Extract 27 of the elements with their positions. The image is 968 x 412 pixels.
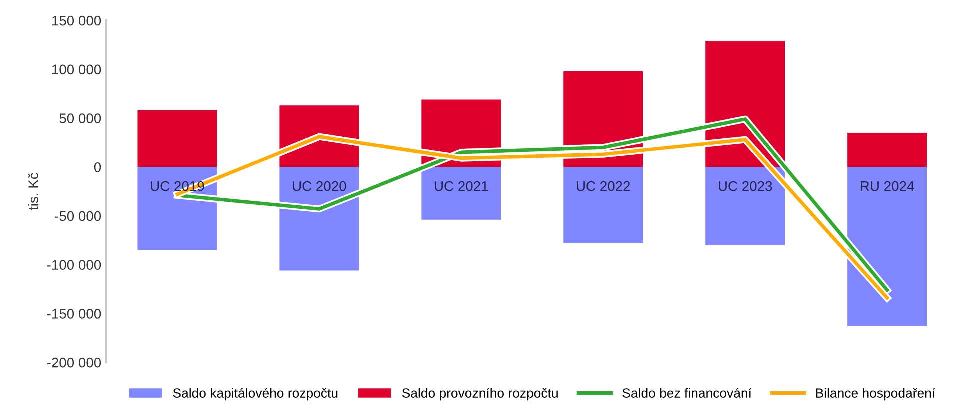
y-tick-label: 100 000 [52, 64, 102, 75]
legend-label: Saldo provozního rozpočtu [402, 388, 558, 401]
bar [138, 110, 218, 168]
y-tick-label: 50 000 [60, 114, 102, 124]
bar [706, 167, 786, 246]
legend-label: Saldo kapitálového rozpočtu [173, 388, 338, 401]
y-tick-label: 0 [94, 162, 102, 172]
y-axis-title: tis. Kč [28, 173, 38, 210]
x-tick-label: UC 2019 [151, 181, 204, 192]
x-tick-label: UC 2020 [293, 181, 346, 192]
bar [422, 167, 502, 220]
bar [564, 167, 644, 244]
y-tick-label: 150 000 [52, 16, 102, 26]
bar [848, 132, 928, 168]
y-tick-label: -150 000 [47, 309, 102, 319]
y-tick-label: -200 000 [47, 358, 102, 368]
y-tick-label: -50 000 [55, 211, 102, 222]
x-tick-label: RU 2024 [861, 181, 914, 192]
bar [848, 167, 928, 326]
x-tick-label: UC 2023 [719, 181, 772, 192]
bar [280, 167, 360, 271]
x-tick-label: UC 2022 [577, 181, 630, 192]
legend-label: Bilance hospodaření [816, 388, 936, 401]
y-tick-label: -100 000 [47, 260, 102, 270]
legend-label: Saldo bez financování [622, 388, 752, 398]
bar [138, 167, 218, 250]
x-tick-label: UC 2021 [435, 181, 488, 192]
